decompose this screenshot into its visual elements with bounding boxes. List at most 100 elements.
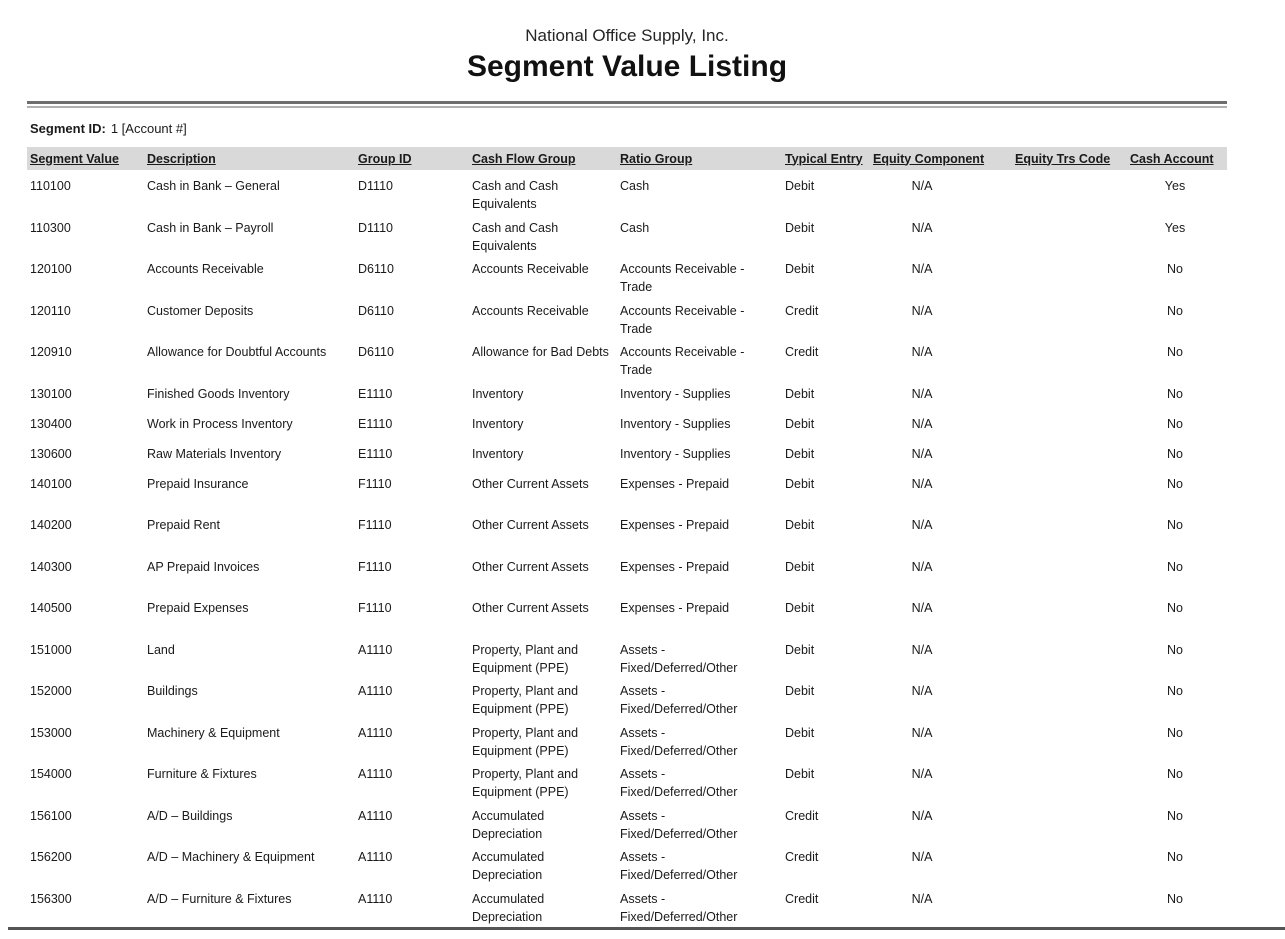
cell-typical-entry: Debit (785, 446, 815, 461)
cell-cash-flow-group: Accumulated Depreciation (472, 891, 545, 924)
cell-typical-entry: Debit (785, 559, 815, 574)
cell-cash-flow-group: Other Current Assets (472, 559, 589, 574)
cell-cash-flow-group: Property, Plant and Equipment (PPE) (472, 767, 579, 799)
table-row: 154000 Furniture & Fixtures A1110 Property,… (30, 765, 1227, 807)
cell-group-id: E1110 (358, 446, 393, 461)
cell-description: Prepaid Expenses (147, 601, 249, 615)
table-row: 152000 Buildings A1110 Property, Plant and … (30, 682, 1227, 724)
cell-group-id: F1110 (358, 601, 392, 615)
cell-equity-component: N/A (911, 220, 933, 235)
cell-cash-account: No (1167, 642, 1183, 657)
cell-description: A/D – Machinery & Equipment (147, 850, 315, 864)
cell-group-id: A1110 (358, 767, 393, 781)
cell-cash-account: Yes (1164, 220, 1186, 235)
table-body: 110100 Cash in Bank – General D1110 Cash an… (27, 170, 1227, 931)
table-row: 120110 Customer Deposits D6110 Accounts Rec… (30, 302, 1227, 344)
cell-group-id: A1110 (358, 642, 393, 657)
cell-segment-value: 156300 (30, 891, 72, 906)
cell-typical-entry: Credit (785, 850, 819, 864)
cell-cash-flow-group: Inventory (472, 386, 524, 401)
table-row: 110300 Cash in Bank – Payroll D1110 Cash an… (30, 219, 1227, 261)
cell-typical-entry: Debit (785, 601, 815, 615)
column-header-segment-value: Segment Value (30, 152, 147, 166)
table-row: 140500 Prepaid Expenses F1110 Other Current… (30, 599, 1227, 641)
cell-equity-component: N/A (911, 684, 933, 698)
cell-cash-account: No (1167, 303, 1183, 318)
cell-group-id: F1110 (358, 559, 392, 574)
cell-equity-component: N/A (911, 518, 933, 532)
cell-group-id: A1110 (358, 850, 393, 864)
cell-ratio-group: Accounts Receivable - Trade (620, 345, 745, 377)
cell-ratio-group: Cash (620, 220, 650, 235)
cell-typical-entry: Debit (785, 725, 815, 740)
column-header-description: Description (147, 152, 358, 166)
table-row: 130600 Raw Materials Inventory E1110 Invent… (30, 445, 1227, 475)
cell-segment-value: 130600 (30, 446, 72, 461)
cell-typical-entry: Debit (785, 262, 815, 276)
cell-group-id: A1110 (358, 725, 393, 740)
cell-typical-entry: Credit (785, 808, 819, 823)
cell-typical-entry: Credit (785, 345, 819, 359)
column-header-typical-entry: Typical Entry (785, 152, 873, 166)
cell-typical-entry: Debit (785, 476, 815, 491)
cell-equity-component: N/A (911, 446, 933, 461)
cell-description: Finished Goods Inventory (147, 386, 290, 401)
cell-cash-flow-group: Property, Plant and Equipment (PPE) (472, 725, 579, 758)
cell-segment-value: 120110 (30, 303, 71, 318)
cell-ratio-group: Assets - Fixed/Deferred/Other (620, 642, 738, 675)
cell-group-id: D1110 (358, 179, 393, 193)
cell-cash-flow-group: Property, Plant and Equipment (PPE) (472, 684, 579, 716)
cell-segment-value: 140100 (30, 476, 72, 491)
cell-equity-component: N/A (911, 476, 933, 491)
table-row: 156100 A/D – Buildings A1110 Accumulated De… (30, 807, 1227, 849)
cell-cash-flow-group: Accounts Receivable (472, 262, 589, 276)
cell-cash-account: No (1167, 386, 1183, 401)
cell-cash-flow-group: Other Current Assets (472, 518, 589, 532)
cell-description: Prepaid Rent (147, 518, 220, 532)
column-header-group-id: Group ID (358, 152, 472, 166)
cell-group-id: A1110 (358, 808, 393, 823)
cell-cash-flow-group: Accounts Receivable (472, 303, 589, 318)
cell-cash-flow-group: Property, Plant and Equipment (PPE) (472, 642, 579, 675)
cell-segment-value: 140200 (30, 518, 72, 532)
table-row: 156300 A/D – Furniture & Fixtures A1110 Acc… (30, 890, 1227, 932)
cell-segment-value: 110300 (30, 220, 71, 235)
cell-equity-component: N/A (911, 345, 933, 359)
cell-description: Raw Materials Inventory (147, 446, 282, 461)
cell-typical-entry: Debit (785, 684, 815, 698)
cell-equity-component: N/A (911, 179, 933, 193)
cell-cash-account: No (1167, 345, 1183, 359)
cell-cash-account: No (1167, 601, 1183, 615)
column-header-ratio-group: Ratio Group (620, 152, 785, 166)
cell-segment-value: 140500 (30, 601, 72, 615)
column-header-label: Cash Flow Group (472, 151, 576, 166)
cell-segment-value: 156100 (30, 808, 72, 823)
cell-cash-flow-group: Allowance for Bad Debts (472, 345, 609, 359)
cell-equity-component: N/A (911, 808, 933, 823)
cell-cash-account: No (1167, 416, 1183, 431)
cell-ratio-group: Accounts Receivable - Trade (620, 262, 745, 294)
cell-segment-value: 120100 (30, 262, 72, 276)
cell-equity-component: N/A (911, 642, 933, 657)
cell-ratio-group: Cash (620, 179, 650, 193)
segment-id-line: Segment ID: 1 [Account #] (30, 120, 1285, 138)
column-header-cash-flow-group: Cash Flow Group (472, 152, 620, 166)
cell-cash-flow-group: Inventory (472, 416, 524, 431)
cell-group-id: F1110 (358, 476, 392, 491)
cell-equity-component: N/A (911, 767, 933, 781)
cell-description: Work in Process Inventory (147, 416, 293, 431)
cell-description: A/D – Furniture & Fixtures (147, 891, 292, 906)
cell-cash-account: No (1167, 891, 1183, 906)
cell-segment-value: 152000 (30, 684, 72, 698)
cell-typical-entry: Debit (785, 416, 815, 431)
table-header-row: Segment Value Description Group ID Cash Flo… (27, 147, 1227, 170)
cell-cash-account: Yes (1164, 179, 1186, 193)
cell-segment-value: 153000 (30, 725, 72, 740)
table-row: 120910 Allowance for Doubtful Accounts D61… (30, 343, 1227, 385)
cell-description: Accounts Receivable (147, 262, 264, 276)
cell-segment-value: 156200 (30, 850, 72, 864)
cell-equity-component: N/A (911, 891, 933, 906)
cell-ratio-group: Inventory - Supplies (620, 386, 731, 401)
cell-typical-entry: Credit (785, 303, 819, 318)
